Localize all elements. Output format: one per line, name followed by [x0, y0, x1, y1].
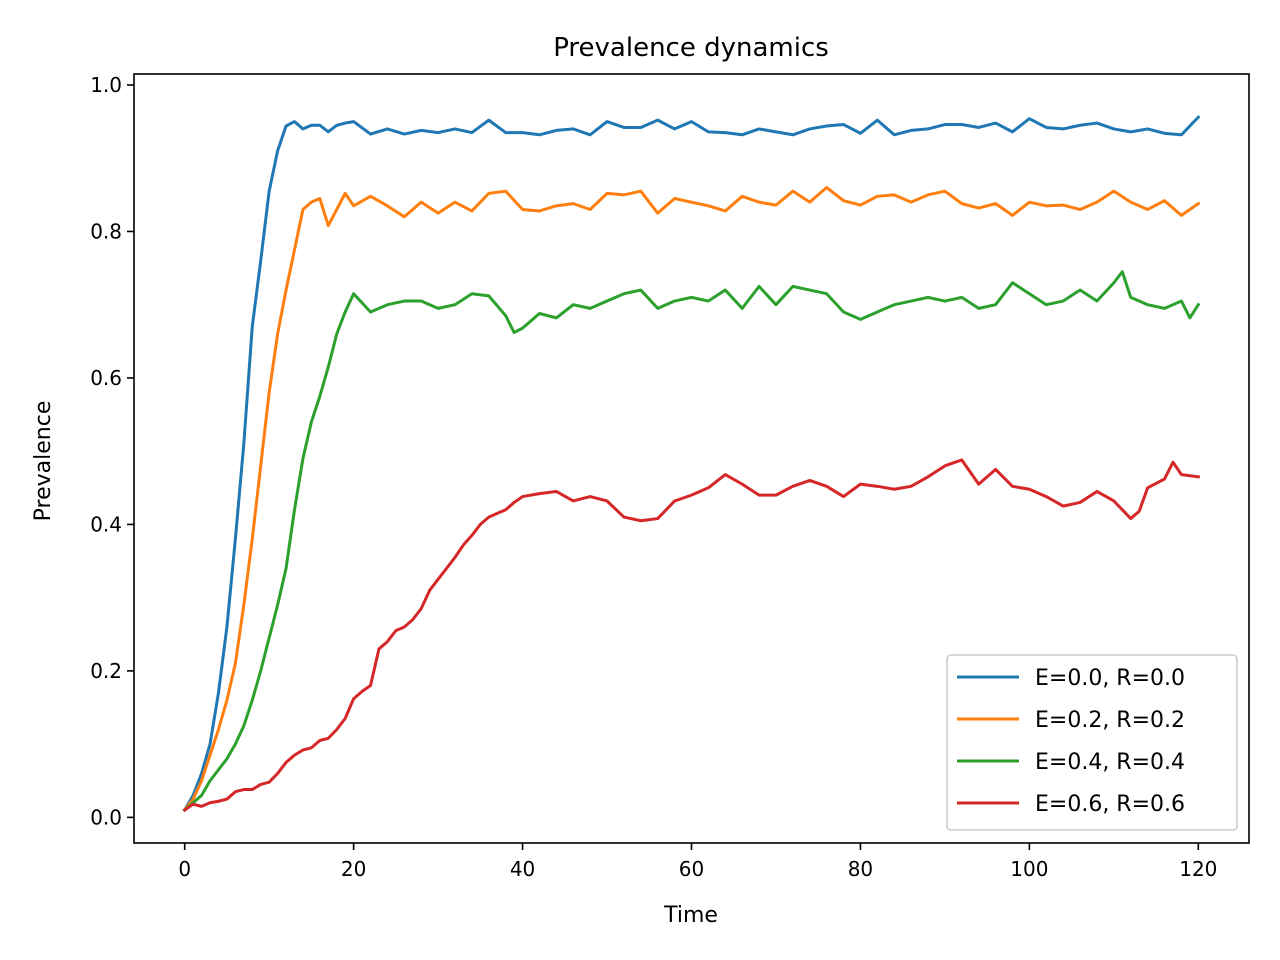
- y-tick-label: 0.2: [90, 659, 122, 683]
- legend-box: [946, 654, 1238, 831]
- y-tick-label: 1.0: [90, 73, 122, 97]
- series-line-0: [182, 115, 1201, 813]
- series-line-1: [182, 186, 1201, 813]
- legend-label: E=0.6, R=0.6: [1035, 792, 1185, 817]
- plot-area: [133, 73, 1250, 844]
- x-tick-label: 20: [341, 857, 366, 881]
- x-axis-label: Time: [663, 903, 718, 928]
- x-tick-label: 100: [1010, 857, 1048, 881]
- y-axis: 0.0 0.2 0.4 0.6 0.8 1.0: [90, 73, 134, 829]
- x-tick-label: 120: [1179, 857, 1217, 881]
- x-tick-label: 40: [510, 857, 535, 881]
- y-tick-label: 0.4: [90, 512, 122, 536]
- x-axis: 0 20 40 60 80 100 120: [178, 843, 1217, 881]
- x-tick-label: 60: [679, 857, 704, 881]
- series-line-3: [182, 458, 1201, 813]
- legend-label: E=0.4, R=0.4: [1035, 750, 1185, 775]
- x-tick-label: 0: [178, 857, 191, 881]
- legend-label: E=0.0, R=0.0: [1035, 666, 1185, 691]
- chart-title: Prevalence dynamics: [553, 33, 829, 63]
- y-axis-label: Prevalence: [31, 401, 56, 522]
- series-line-2: [182, 270, 1201, 813]
- legend: E=0.0, R=0.0 E=0.2, R=0.2 E=0.4, R=0.4 E=0.…: [946, 654, 1238, 831]
- y-tick-label: 0.8: [90, 219, 122, 243]
- x-tick-label: 80: [848, 857, 873, 881]
- y-tick-label: 0.6: [90, 366, 122, 390]
- y-tick-label: 0.0: [90, 805, 122, 829]
- legend-label: E=0.2, R=0.2: [1035, 708, 1185, 733]
